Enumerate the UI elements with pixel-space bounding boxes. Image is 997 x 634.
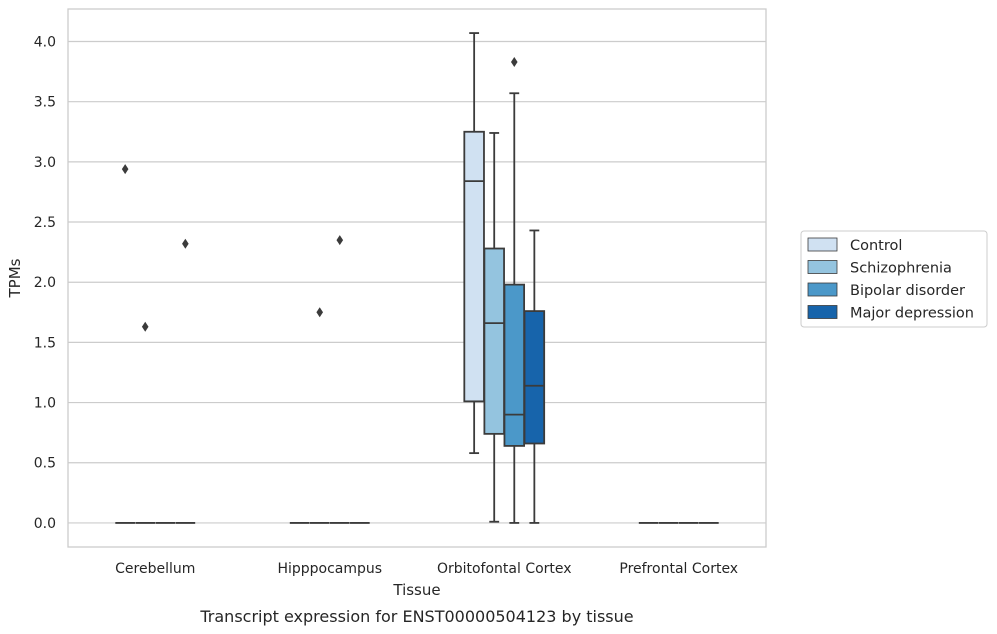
outlier-point	[510, 56, 518, 67]
legend-entry: Major depression	[807, 305, 974, 322]
box-schizophrenia	[483, 132, 505, 523]
x-tick-label: Orbitofontal Cortex	[437, 561, 572, 577]
box-bipolar-disorder	[329, 235, 350, 524]
outlier-point	[182, 238, 189, 249]
legend-swatch	[807, 305, 838, 319]
x-axis-label: Tissue	[392, 581, 440, 599]
y-tick-label: 3.5	[34, 95, 56, 111]
x-tick-label: Hipppocampus	[277, 561, 382, 577]
legend-frame	[800, 230, 988, 328]
box-control	[463, 32, 485, 455]
legend-swatch	[807, 237, 838, 252]
box-series	[115, 32, 719, 524]
x-tick-labels: Cerebellum Hipppocampus Orbitofontal Corte…	[115, 561, 738, 577]
y-tick-label: 1.0	[34, 396, 56, 412]
box-control	[115, 164, 135, 524]
legend-swatch	[807, 282, 838, 297]
y-tick-label: 0.5	[34, 456, 56, 472]
grid-lines	[68, 40, 766, 524]
box-major-depression	[523, 229, 546, 524]
legend-label: Control	[850, 238, 902, 254]
y-tick-labels: 0.0 0.5 1.0 1.5 2.0 2.5 3.0 3.5 4.0	[34, 34, 56, 531]
box-schizophrenia	[135, 321, 156, 524]
legend-label: Major depression	[850, 306, 974, 322]
box-body	[463, 130, 485, 403]
x-tick-label: Cerebellum	[115, 561, 195, 577]
box-major-depression	[175, 238, 196, 524]
y-tick-label: 0.0	[34, 516, 56, 532]
box-body	[483, 247, 505, 435]
outlier-point	[141, 321, 149, 332]
outlier-point	[316, 307, 324, 318]
box-schizophrenia	[309, 307, 330, 524]
outlier-point	[336, 235, 344, 246]
legend-entry: Schizophrenia	[807, 260, 952, 277]
box-body	[503, 283, 526, 447]
legend: Control Schizophrenia Bipolar disorder Majo…	[800, 230, 988, 328]
legend-swatch	[807, 260, 838, 274]
chart-caption: Transcript expression for ENST0000050412…	[199, 607, 633, 626]
legend-entry: Control	[807, 237, 902, 254]
y-tick-label: 4.0	[34, 34, 56, 50]
plot-frame	[67, 8, 767, 548]
y-tick-label: 2.5	[34, 215, 56, 231]
outlier-point	[121, 164, 129, 175]
x-tick-label: Prefrontal Cortex	[619, 561, 738, 577]
y-axis-label: TPMs	[6, 258, 24, 298]
legend-label: Schizophrenia	[850, 261, 952, 277]
legend-label: Bipolar disorder	[850, 283, 965, 299]
legend-entry: Bipolar disorder	[807, 282, 965, 299]
box-bipolar-disorder	[503, 56, 526, 524]
y-tick-label: 2.0	[34, 275, 56, 291]
y-tick-label: 3.0	[34, 155, 56, 171]
y-tick-label: 1.5	[34, 335, 56, 351]
box-body	[523, 310, 546, 445]
